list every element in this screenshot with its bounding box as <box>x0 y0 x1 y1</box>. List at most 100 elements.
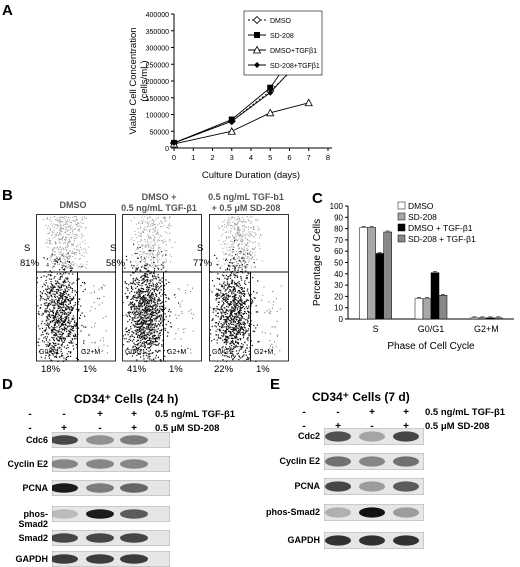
protein-label: GAPDH <box>264 535 320 545</box>
s-phase-percent: 77% <box>193 258 212 269</box>
data-point <box>254 32 260 38</box>
blot-band <box>120 509 148 519</box>
blot-band <box>86 554 114 564</box>
legend-swatch <box>398 202 405 209</box>
blot-strip <box>324 504 424 521</box>
blot-band <box>120 483 148 493</box>
y-tick-label: 350000 <box>146 29 169 36</box>
y-axis-label: (cells/mL) <box>139 60 150 101</box>
treatment-sign: - <box>23 409 37 420</box>
s-phase-label: S <box>197 243 203 254</box>
protein-label: PCNA <box>0 483 48 493</box>
panel-label-d: D <box>2 376 13 393</box>
blot-band <box>325 507 351 517</box>
blot-band <box>393 431 419 441</box>
flow-plot-caption: 0.5 ng/mL TGF-b1 <box>201 192 291 202</box>
blot-strip <box>52 456 170 472</box>
y-tick-label: 90 <box>334 213 343 222</box>
bar <box>384 232 392 319</box>
flow-scatter-plot <box>122 214 204 362</box>
gate-g2m <box>78 272 116 361</box>
blot-strip <box>52 530 170 546</box>
s-phase-label: S <box>24 243 30 254</box>
g2m-percent: 1% <box>83 364 97 375</box>
panel-label-b: B <box>2 187 13 204</box>
blot-strip <box>52 480 170 496</box>
legend-label: SD-208 + TGF-β1 <box>408 234 476 244</box>
y-tick-label: 300000 <box>146 46 169 53</box>
y-tick-label: 10 <box>334 304 343 313</box>
blot-band <box>325 456 351 466</box>
blot-band <box>325 431 351 441</box>
y-axis-label: Percentage of Cells <box>312 219 323 306</box>
treatment-sign: + <box>399 407 413 418</box>
bar <box>494 318 502 319</box>
protein-label: phos-Smad2 <box>264 507 320 517</box>
g2m-gate-label: G2+M <box>254 349 273 356</box>
blot-band <box>86 435 114 445</box>
y-tick-label: 50000 <box>150 129 170 136</box>
legend-label: DMSO+TGFβ1 <box>270 48 317 55</box>
blot-band <box>393 535 419 545</box>
x-tick-label: S <box>373 324 379 334</box>
blot-band <box>325 481 351 491</box>
gate-s <box>210 215 289 273</box>
protein-label: GAPDH <box>0 554 48 564</box>
g2m-gate-label: G2+M <box>167 349 186 356</box>
bar <box>415 299 423 319</box>
blot-strip <box>324 532 424 549</box>
y-tick-label: 30 <box>334 281 343 290</box>
protein-label: Cdc6 <box>0 435 48 445</box>
g0g1-percent: 18% <box>41 364 60 375</box>
bar <box>376 253 384 319</box>
x-tick-label: 0 <box>172 153 176 162</box>
data-point <box>305 99 312 106</box>
blot-band <box>86 483 114 493</box>
blot-strip <box>324 453 424 470</box>
y-axis-label: Viable Cell Concentration <box>128 27 139 134</box>
blot-band <box>359 507 385 517</box>
legend-swatch <box>398 213 405 220</box>
protein-label: Cyclin E2 <box>264 456 320 466</box>
s-phase-label: S <box>110 243 116 254</box>
protein-label: Cyclin E2 <box>0 459 48 469</box>
y-tick-label: 40 <box>334 270 343 279</box>
treatment-sign: - <box>297 407 311 418</box>
x-tick-label: 4 <box>249 153 253 162</box>
y-tick-label: 100 <box>330 202 344 211</box>
blot-title: CD34⁺ Cells (7 d) <box>312 390 410 404</box>
protein-label: phos-Smad2 <box>0 509 48 529</box>
blot-strip <box>324 428 424 445</box>
g0g1-gate-label: G0/G1 <box>39 349 60 356</box>
blot-strip <box>52 432 170 448</box>
y-tick-label: 70 <box>334 236 343 245</box>
flow-plot-caption: DMSO + <box>114 192 204 202</box>
y-tick-label: 20 <box>334 292 343 301</box>
g2m-percent: 1% <box>256 364 270 375</box>
blot-band <box>120 554 148 564</box>
x-tick-label: 8 <box>326 153 330 162</box>
s-phase-percent: 81% <box>20 258 39 269</box>
y-tick-label: 0 <box>339 315 344 324</box>
legend-label: DMSO + TGF-β1 <box>408 223 473 233</box>
treatment-sign: - <box>331 407 345 418</box>
x-tick-label: G0/G1 <box>418 324 445 334</box>
protein-label: Smad2 <box>0 533 48 543</box>
treatment-sign: + <box>127 409 141 420</box>
bar <box>368 227 376 319</box>
g0g1-percent: 22% <box>214 364 233 375</box>
flow-scatter-plot <box>209 214 291 362</box>
blot-band <box>86 509 114 519</box>
x-axis-label: Culture Duration (days) <box>202 170 300 181</box>
flow-plot-caption: + 0.5 μM SD-208 <box>201 203 291 213</box>
y-tick-label: 50 <box>334 259 343 268</box>
blot-band <box>120 435 148 445</box>
treatment-sign: - <box>57 409 71 420</box>
blot-title: CD34⁺ Cells (24 h) <box>74 392 178 406</box>
y-tick-label: 60 <box>334 247 343 256</box>
g2m-percent: 1% <box>169 364 183 375</box>
x-axis-label: Phase of Cell Cycle <box>387 341 475 352</box>
treatment-sign: + <box>365 407 379 418</box>
bar <box>360 227 368 319</box>
